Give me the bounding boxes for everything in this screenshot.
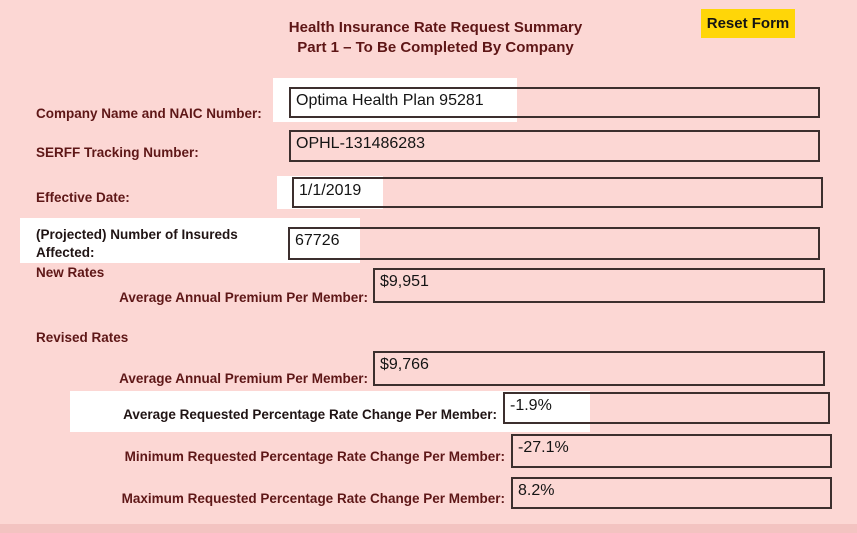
insureds-affected-input[interactable]: 67726	[288, 227, 820, 260]
effective-date-label: Effective Date:	[36, 190, 130, 205]
company-name-label: Company Name and NAIC Number:	[36, 106, 262, 121]
highlight-insureds-field	[20, 218, 360, 263]
new-avg-premium-input[interactable]: $9,951	[373, 268, 825, 303]
insureds-affected-label: (Projected) Number of Insureds Affected:	[36, 226, 238, 262]
company-name-input[interactable]: Optima Health Plan 95281	[289, 87, 820, 118]
revised-avg-premium-label: Average Annual Premium Per Member:	[119, 371, 368, 386]
max-rate-change-label: Maximum Requested Percentage Rate Change…	[121, 491, 505, 506]
insureds-affected-label-line1: (Projected) Number of Insureds	[36, 227, 238, 242]
new-avg-premium-label: Average Annual Premium Per Member:	[119, 290, 368, 305]
max-rate-change-input[interactable]: 8.2%	[511, 477, 832, 509]
avg-rate-change-label: Average Requested Percentage Rate Change…	[123, 407, 497, 422]
revised-avg-premium-input[interactable]: $9,766	[373, 351, 825, 386]
form-title-line2: Part 1 – To Be Completed By Company	[297, 39, 574, 56]
reset-form-button[interactable]: Reset Form	[701, 9, 795, 38]
insureds-affected-label-line2: Affected:	[36, 245, 95, 260]
effective-date-input[interactable]: 1/1/2019	[292, 177, 823, 208]
serff-tracking-label: SERFF Tracking Number:	[36, 145, 199, 160]
serff-tracking-input[interactable]: OPHL-131486283	[289, 130, 820, 162]
avg-rate-change-input[interactable]: -1.9%	[503, 392, 830, 424]
form-title: Health Insurance Rate Request Summary Pa…	[14, 18, 857, 58]
highlight-company-value	[273, 78, 517, 122]
highlight-effective-date-value	[277, 176, 383, 209]
form-title-line1: Health Insurance Rate Request Summary	[288, 19, 583, 36]
min-rate-change-label: Minimum Requested Percentage Rate Change…	[124, 449, 505, 464]
min-rate-change-input[interactable]: -27.1%	[511, 434, 832, 468]
bottom-edge-strip	[0, 524, 857, 533]
new-rates-section-label: New Rates	[36, 265, 105, 280]
revised-rates-section-label: Revised Rates	[36, 330, 129, 345]
